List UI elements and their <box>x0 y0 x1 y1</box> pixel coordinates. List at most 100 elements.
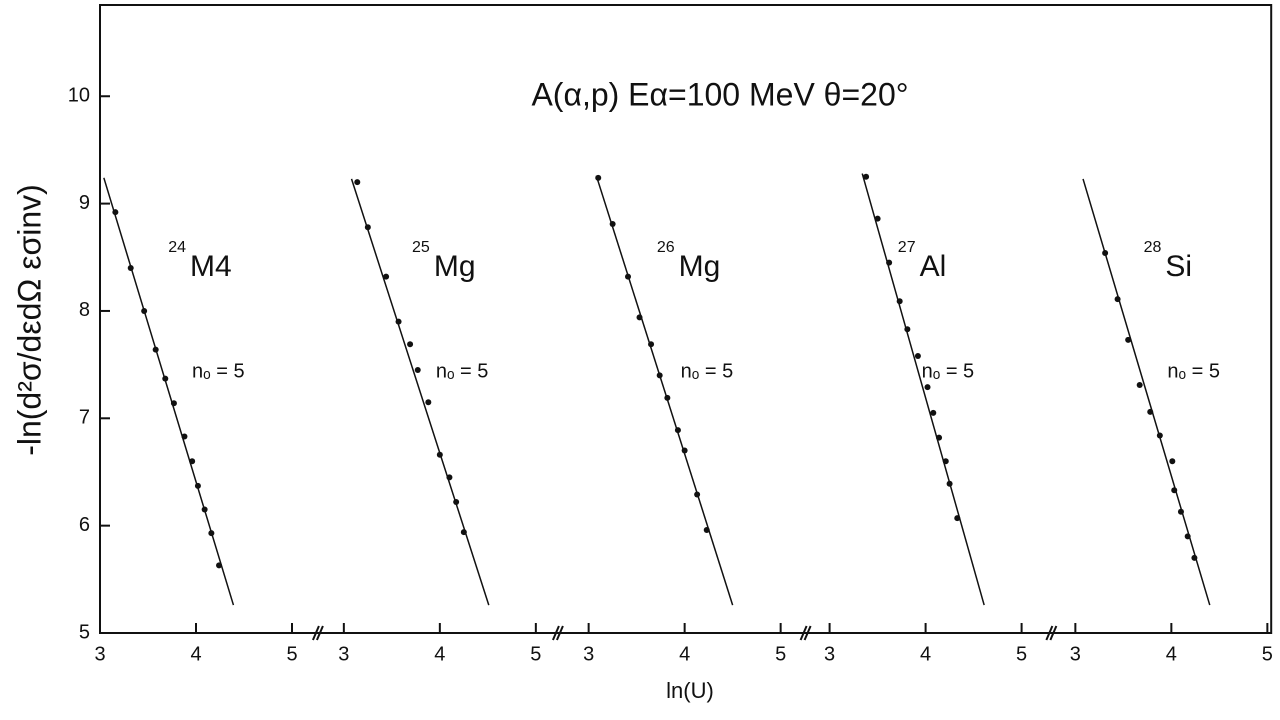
data-point <box>112 209 119 216</box>
y-tick-label: 6 <box>79 514 90 536</box>
isotope-mass: 27 <box>898 239 916 256</box>
axis-break <box>556 625 564 641</box>
data-point <box>1169 458 1176 465</box>
fit-line <box>595 175 734 606</box>
isotope-element: Mg <box>679 250 721 283</box>
data-point <box>595 174 602 181</box>
axis-break <box>312 625 320 641</box>
data-point <box>194 482 201 489</box>
data-point <box>886 259 893 266</box>
annotation: nₒ = 5 <box>1167 360 1220 382</box>
axis-break <box>1049 625 1058 641</box>
x-tick-label: 5 <box>1016 643 1027 665</box>
x-tick-label: 5 <box>1262 643 1273 665</box>
data-point <box>407 341 414 348</box>
data-point <box>609 220 616 227</box>
axis-break <box>552 625 560 641</box>
data-point <box>656 372 663 379</box>
data-point <box>1147 408 1154 415</box>
axis-break <box>799 625 808 641</box>
data-point <box>664 394 671 401</box>
data-point <box>1125 336 1132 343</box>
y-axis-label: -ln(d²σ/dεdΩ εσinv) <box>11 184 47 456</box>
data-point <box>914 353 921 360</box>
y-tick-label: 8 <box>79 299 90 321</box>
data-point <box>208 530 215 537</box>
data-point <box>942 458 949 465</box>
data-point <box>152 346 159 353</box>
data-point <box>162 375 169 382</box>
x-tick-label: 3 <box>338 643 349 665</box>
data-point <box>681 447 688 454</box>
data-point <box>1156 432 1163 439</box>
isotope-element: Mg <box>434 250 476 283</box>
data-point <box>446 474 453 481</box>
data-point <box>453 499 460 506</box>
data-point <box>625 273 631 280</box>
data-point <box>1114 296 1121 303</box>
isotope-element: M4 <box>190 250 232 283</box>
data-point <box>201 506 208 513</box>
data-point <box>936 434 943 441</box>
data-point <box>383 273 390 280</box>
isotope-mass: 25 <box>412 239 430 256</box>
x-tick-label: 5 <box>530 643 541 665</box>
x-tick-label: 5 <box>286 643 297 665</box>
x-tick-label: 3 <box>583 643 594 665</box>
x-tick-label: 4 <box>679 643 690 665</box>
data-point <box>1177 508 1184 515</box>
annotation: nₒ = 5 <box>192 360 245 382</box>
data-point <box>181 433 188 440</box>
data-point <box>216 562 223 569</box>
data-point <box>1171 487 1178 494</box>
data-point <box>189 458 196 465</box>
data-point <box>1102 249 1109 256</box>
y-tick-label: 7 <box>79 407 90 429</box>
data-point <box>896 298 903 305</box>
x-tick-label: 3 <box>824 643 835 665</box>
data-point <box>946 480 953 487</box>
data-point <box>924 384 931 391</box>
data-point <box>863 173 870 180</box>
data-point <box>1136 382 1143 389</box>
data-point <box>1184 533 1191 540</box>
data-point <box>425 399 432 406</box>
x-tick-label: 4 <box>190 643 201 665</box>
data-point <box>930 409 937 416</box>
annotation: nₒ = 5 <box>922 360 975 382</box>
isotope-mass: 24 <box>168 239 186 256</box>
x-tick-label: 4 <box>1166 643 1177 665</box>
data-point <box>694 491 701 498</box>
x-tick-label: 4 <box>920 643 931 665</box>
annotation: nₒ = 5 <box>436 360 489 382</box>
x-tick-label: 3 <box>1070 643 1081 665</box>
y-tick-label: 5 <box>79 621 90 643</box>
data-point <box>636 314 643 321</box>
axis-break <box>803 625 812 641</box>
data-point <box>364 224 371 231</box>
data-point <box>904 326 911 333</box>
isotope-mass: 26 <box>657 239 675 256</box>
chart-title: A(α,p) Eα=100 MeV θ=20° <box>531 76 908 112</box>
axis-break <box>1045 625 1054 641</box>
axis-break <box>316 625 324 641</box>
data-point <box>954 515 961 522</box>
data-point <box>127 265 134 272</box>
data-point <box>703 526 710 533</box>
isotope-mass: 28 <box>1144 239 1162 256</box>
data-point <box>354 179 361 186</box>
data-point <box>874 215 881 222</box>
data-point <box>141 307 148 314</box>
data-point <box>170 400 177 407</box>
data-point <box>674 427 681 434</box>
data-point <box>648 341 655 348</box>
data-point <box>414 366 421 373</box>
data-point <box>436 451 443 458</box>
y-tick-label: 10 <box>68 85 90 107</box>
x-axis-label: ln(U) <box>666 678 714 703</box>
isotope-element: Si <box>1165 250 1192 283</box>
fit-line <box>861 173 985 606</box>
data-point <box>460 529 467 536</box>
